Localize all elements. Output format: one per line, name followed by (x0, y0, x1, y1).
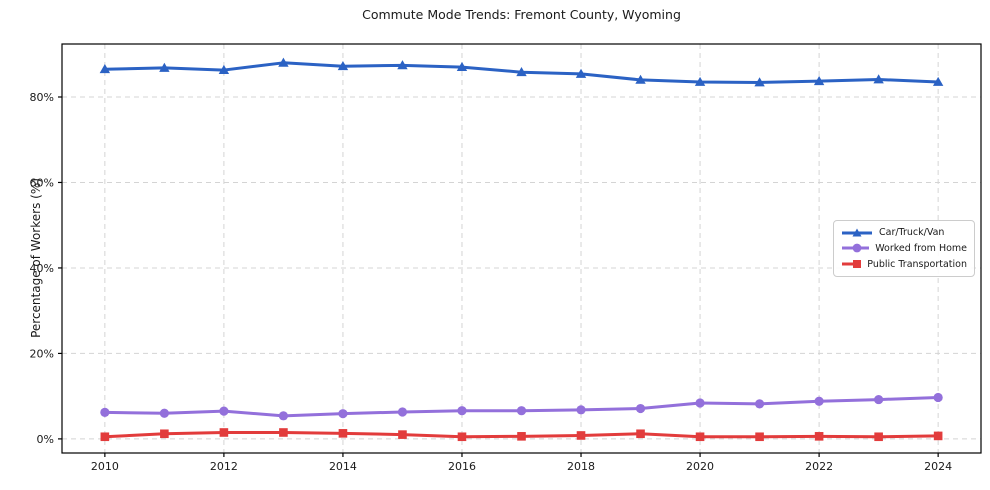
data-point-worked-from-home-2020 (695, 398, 705, 408)
data-point-car-truck-van-2017 (516, 67, 527, 77)
legend-item-public-transportation: Public Transportation (841, 258, 967, 270)
data-point-car-truck-van-2024 (932, 76, 944, 86)
data-point-worked-from-home-2012 (219, 406, 229, 416)
y-tick-label: 40% (30, 262, 54, 275)
x-tick-label: 2018 (567, 460, 595, 473)
plot-border (61, 43, 982, 454)
x-tick-label: 2012 (210, 460, 238, 473)
data-point-public-transportation-2023 (874, 432, 883, 442)
data-point-car-truck-van-2014 (337, 61, 349, 71)
data-point-worked-from-home-2013 (278, 411, 289, 421)
data-point-worked-from-home-2014 (338, 409, 348, 419)
data-point-public-transportation-2016 (457, 432, 467, 442)
data-point-public-transportation-2018 (576, 431, 586, 440)
legend-item-car-truck-van: Car/Truck/Van (841, 227, 967, 239)
legend-marker-sample (852, 244, 862, 253)
y-tick-label: 80% (30, 91, 54, 104)
triangle-marker-icon (842, 228, 872, 237)
data-point-car-truck-van-2018 (575, 68, 587, 78)
legend-item-worked-from-home: Worked from Home (841, 242, 967, 254)
chart-title: Commute Mode Trends: Fremont County, Wyo… (362, 7, 681, 22)
x-tick-label: 2016 (448, 460, 476, 473)
data-point-worked-from-home-2021 (754, 399, 765, 409)
data-point-worked-from-home-2017 (516, 406, 527, 416)
y-tick-label: 0% (37, 433, 54, 446)
data-point-worked-from-home-2011 (159, 408, 169, 418)
data-point-car-truck-van-2021 (754, 77, 765, 87)
data-point-worked-from-home-2023 (874, 394, 884, 405)
x-tick-label: 2010 (91, 460, 119, 473)
x-tick-label: 2022 (805, 460, 833, 473)
legend-label: Public Transportation (867, 258, 967, 270)
data-point-public-transportation-2014 (338, 429, 348, 438)
data-point-worked-from-home-2018 (576, 405, 586, 415)
data-point-car-truck-van-2019 (635, 74, 646, 84)
legend-marker-sample (853, 260, 861, 269)
data-point-car-truck-van-2016 (456, 61, 468, 71)
legend-label: Car/Truck/Van (879, 227, 945, 239)
data-point-car-truck-van-2011 (159, 62, 170, 72)
data-point-public-transportation-2024 (933, 431, 943, 441)
data-point-worked-from-home-2016 (457, 406, 467, 416)
data-point-public-transportation-2015 (398, 430, 407, 439)
x-tick-label: 2014 (329, 460, 357, 473)
data-point-car-truck-van-2015 (397, 60, 408, 70)
legend-marker-sample (852, 228, 862, 237)
data-point-car-truck-van-2012 (218, 64, 230, 74)
legend-label: Worked from Home (875, 242, 967, 254)
data-point-public-transportation-2012 (219, 428, 229, 437)
data-point-car-truck-van-2010 (99, 64, 111, 74)
x-tick-label: 2020 (686, 460, 714, 473)
x-tick-label: 2024 (924, 460, 952, 473)
legend: Car/Truck/Van Worked from Home Public Tran… (833, 220, 975, 277)
data-point-worked-from-home-2015 (397, 407, 408, 417)
square-marker-icon (842, 260, 862, 269)
y-tick-label: 20% (30, 347, 54, 360)
data-point-public-transportation-2013 (279, 428, 288, 437)
data-point-car-truck-van-2023 (873, 74, 884, 84)
data-point-worked-from-home-2019 (635, 403, 646, 414)
data-point-public-transportation-2017 (517, 432, 526, 441)
data-point-public-transportation-2022 (814, 432, 824, 441)
data-point-worked-from-home-2024 (933, 392, 943, 403)
data-point-car-truck-van-2020 (694, 76, 706, 86)
data-point-public-transportation-2020 (695, 432, 705, 442)
data-point-car-truck-van-2013 (278, 57, 289, 67)
y-tick-label: 60% (30, 176, 54, 189)
data-point-car-truck-van-2022 (813, 75, 825, 86)
data-point-worked-from-home-2022 (814, 396, 824, 406)
data-point-public-transportation-2010 (100, 432, 110, 442)
data-point-public-transportation-2021 (755, 432, 764, 442)
data-point-worked-from-home-2010 (100, 407, 110, 417)
data-point-public-transportation-2011 (160, 429, 169, 439)
circle-marker-icon (842, 244, 870, 253)
data-point-public-transportation-2019 (636, 429, 645, 439)
